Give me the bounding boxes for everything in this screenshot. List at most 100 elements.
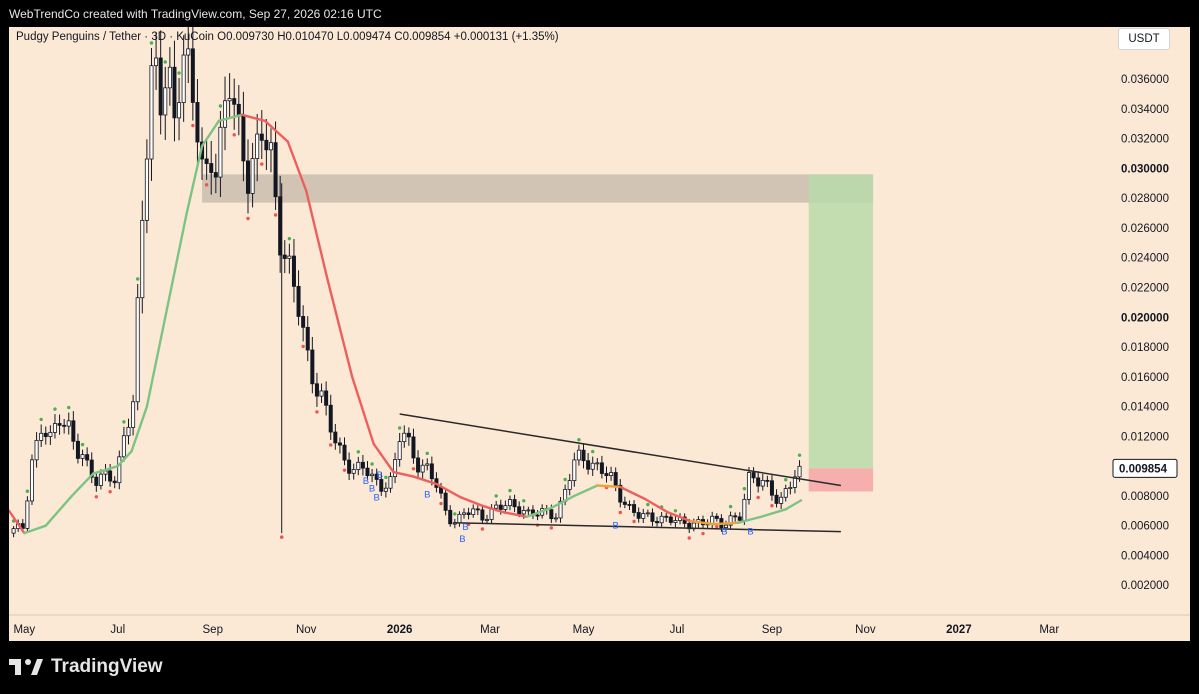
candle-body (117, 456, 122, 484)
buy-label: B (747, 527, 753, 538)
candle-body (503, 505, 508, 510)
candle-body (273, 142, 278, 198)
candle-body (227, 98, 232, 102)
support-trendline[interactable] (453, 521, 841, 533)
signal-dot-up (370, 462, 374, 466)
y-tick-label: 0.028000 (1121, 193, 1169, 205)
candle-body (158, 57, 163, 116)
y-tick-label: 0.032000 (1121, 134, 1169, 146)
candle-body (98, 473, 103, 486)
candle-body (305, 326, 310, 351)
candle-body (66, 420, 71, 427)
candle-body (737, 516, 742, 521)
signal-dot-down (94, 495, 99, 499)
signal-dot-up (494, 494, 498, 498)
moving-average-segment (9, 509, 26, 535)
moving-average-segment (643, 497, 669, 514)
candle-body (333, 431, 338, 444)
moving-average-segment (240, 113, 267, 122)
signal-dot-down (301, 344, 305, 349)
x-tick-label: Jul (670, 624, 685, 636)
moving-average-segment (550, 494, 576, 510)
moving-average-segment (217, 113, 244, 122)
x-tick-label: May (13, 624, 35, 636)
signal-dot-up (384, 475, 388, 480)
moving-average-segment (23, 524, 47, 535)
signal-dot-down (549, 526, 554, 530)
candle-body (75, 440, 80, 459)
candle-body (347, 459, 352, 474)
candle-body (586, 460, 591, 470)
moving-average-segment (482, 505, 506, 514)
candle-body (792, 476, 797, 488)
buy-label: B (721, 527, 727, 538)
candle-body (535, 514, 540, 517)
candle-body (507, 499, 512, 507)
symbol-legend: Pudgy Penguins / Tether · 3D · KuCoin O0… (16, 31, 559, 43)
chart-panel[interactable]: B B B B B B B B B B 0.002000 0.004000 0.006000 0.0080… (9, 27, 1190, 641)
signal-dot-up (135, 277, 140, 281)
candle-body (291, 255, 296, 287)
moving-average-segment (92, 464, 119, 475)
candle-body (484, 519, 489, 521)
moving-average-segment (712, 521, 740, 526)
moving-average-segment (185, 144, 204, 215)
moving-average-segment (392, 470, 415, 478)
candle-body (80, 454, 85, 459)
signal-dot-down (411, 467, 416, 471)
candle-body (181, 54, 186, 104)
signal-dot-up (577, 438, 581, 442)
candle-body (420, 464, 425, 473)
candle-body (319, 390, 324, 397)
signal-dot-up (425, 451, 429, 456)
candle-body (328, 404, 333, 433)
candle-body (572, 459, 577, 481)
moving-average-segment (596, 484, 622, 489)
currency-button[interactable]: USDT (1118, 28, 1170, 50)
candle-body (20, 523, 25, 529)
signal-dot-up (742, 487, 747, 491)
candle-body (186, 48, 191, 56)
candle-body (108, 470, 113, 482)
moving-average-segment (305, 189, 329, 282)
candle-body (788, 486, 793, 489)
x-tick-label: Nov (855, 624, 876, 636)
candle-body (287, 255, 292, 259)
candle-body (714, 515, 719, 519)
candle-body (342, 444, 347, 461)
candle-body (622, 501, 627, 505)
candle-body (310, 349, 315, 385)
candle-body (163, 87, 168, 116)
signal-dot-up (356, 450, 361, 454)
candle-body (425, 463, 430, 466)
candle-body (673, 520, 678, 523)
signal-dot-down (108, 490, 112, 494)
signal-dot-up (80, 442, 85, 447)
candle-body (664, 515, 669, 518)
buy-label: B (377, 470, 383, 481)
candle-body (590, 462, 595, 470)
candle-body (232, 98, 237, 105)
signal-dot-up (397, 426, 402, 430)
candle-body (112, 480, 117, 484)
candle-body (11, 528, 16, 534)
candle-body (360, 461, 365, 469)
candle-body (627, 504, 632, 506)
x-tick-label: Sep (203, 624, 223, 636)
target-zone (808, 174, 874, 469)
x-tick-label: May (573, 624, 595, 636)
candle-body (337, 442, 342, 446)
y-tick-label: 0.020000 (1121, 312, 1169, 324)
candle-body (397, 441, 402, 460)
buy-label: B (462, 522, 468, 533)
signal-dot-up (522, 499, 526, 503)
candle-body (751, 472, 756, 479)
candle-body (204, 158, 209, 164)
moving-average-segment (760, 508, 787, 518)
descending-trendline[interactable] (399, 413, 842, 487)
candle-body (521, 510, 526, 515)
moving-average-segment (435, 482, 463, 499)
candle-body (255, 133, 260, 159)
signal-dot-up (149, 41, 154, 45)
